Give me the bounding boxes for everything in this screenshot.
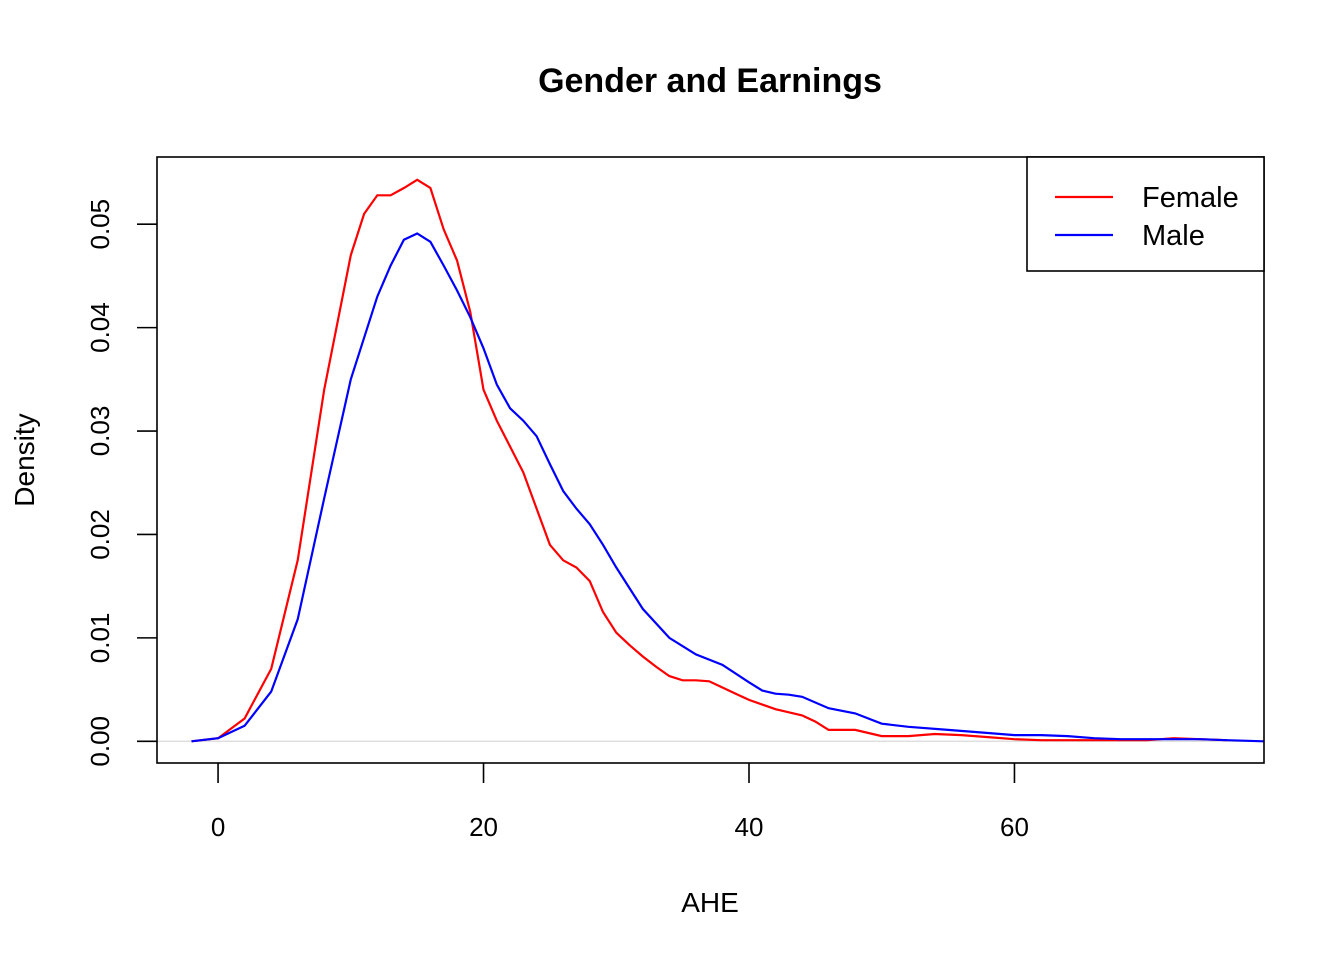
x-axis-label: AHE (681, 887, 739, 918)
female-density-line (191, 178, 1227, 743)
y-tick-label: 0.03 (85, 406, 115, 457)
y-tick-label: 0.02 (85, 509, 115, 560)
legend-male-label: Male (1142, 220, 1205, 252)
y-axis-label: Density (9, 413, 40, 506)
x-axis: 0 20 40 60 (211, 763, 1029, 842)
legend-female-label: Female (1142, 182, 1239, 214)
y-axis: 0.00 0.01 0.02 0.03 0.04 0.05 (85, 199, 157, 767)
legend-box (1026, 156, 1265, 272)
y-tick-label: 0.04 (85, 302, 115, 353)
male-density-line (191, 232, 1265, 743)
chart-title: Gender and Earnings (538, 62, 882, 100)
y-tick-label: 0.01 (85, 613, 115, 664)
y-tick-label: 0.05 (85, 199, 115, 250)
y-tick-label: 0.00 (85, 716, 115, 767)
x-tick-label: 60 (1000, 812, 1029, 842)
legend: Female Male (1026, 156, 1265, 272)
x-tick-label: 20 (469, 812, 498, 842)
plot-area (156, 156, 1265, 764)
plot-frame (156, 156, 1265, 764)
x-tick-label: 0 (211, 812, 225, 842)
x-tick-label: 40 (735, 812, 764, 842)
